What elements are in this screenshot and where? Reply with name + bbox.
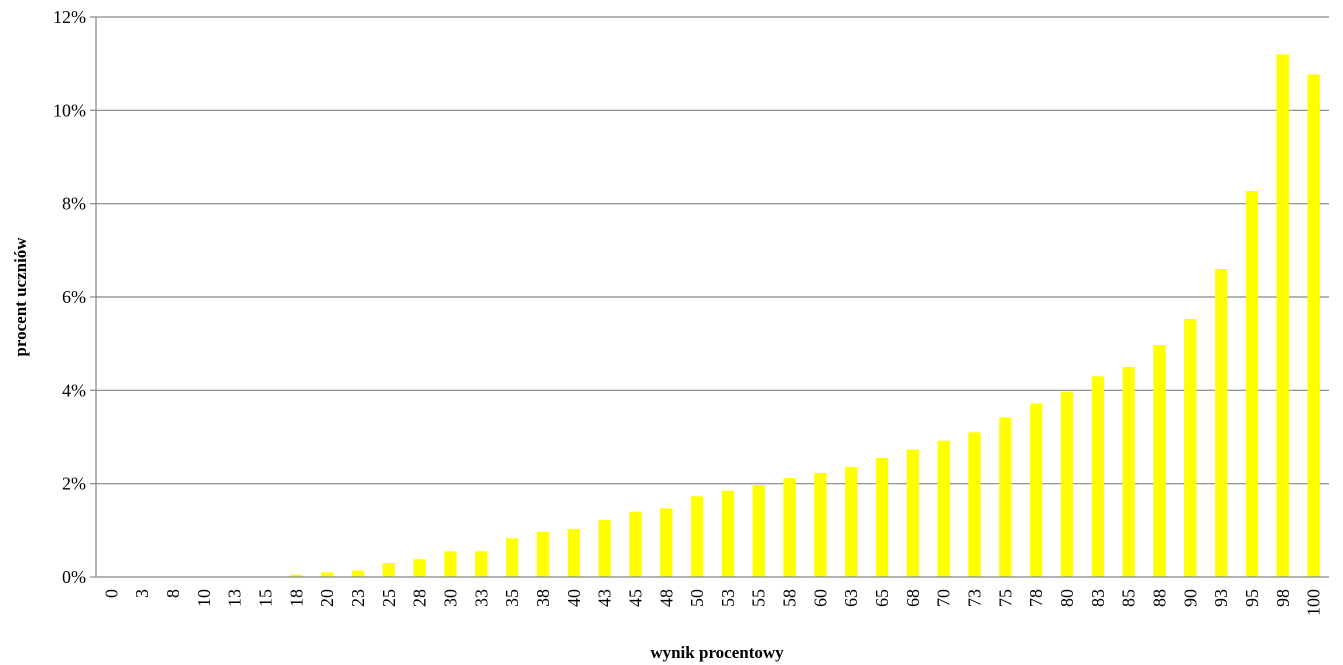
bars [290,54,1320,578]
bar [1214,269,1228,577]
bar [290,574,303,577]
x-tick-label: 25 [379,589,399,607]
x-tick-label: 100 [1304,589,1324,616]
y-tick-label: 12% [53,7,86,27]
bar [1122,367,1135,577]
x-tick-label: 38 [533,589,553,607]
bar [536,531,550,577]
y-tick-label: 8% [62,194,86,214]
x-tick-label: 33 [471,589,491,607]
x-tick-label: 63 [841,589,861,607]
bar [413,559,426,577]
bar [906,449,920,577]
bar [629,511,642,577]
bar [321,572,334,577]
bar [382,563,396,577]
bar [505,538,519,577]
bar [690,496,704,577]
x-tick-label: 13 [225,589,245,607]
x-tick-label: 70 [934,589,954,607]
y-tick-label: 4% [62,380,86,400]
bar [845,466,858,577]
x-tick-label: 58 [780,589,800,607]
bar [937,440,950,577]
x-tick-label: 78 [1026,589,1046,607]
bar [875,458,889,577]
x-tick-label: 95 [1242,589,1262,607]
y-tick-label: 10% [53,100,86,120]
x-tick-label: 80 [1057,589,1077,607]
x-axis-title: wynik procentowy [650,643,784,662]
x-tick-label: 83 [1088,589,1108,607]
x-tick-label: 30 [440,589,460,607]
x-tick-label: 0 [101,589,121,598]
x-tick-label: 18 [286,589,306,607]
bar [1245,191,1259,578]
x-tick-label: 8 [163,589,183,598]
x-tick-label: 35 [502,589,522,607]
axes [90,16,1329,578]
x-tick-label: 75 [995,589,1015,607]
bar [444,551,457,577]
bar [1276,54,1289,578]
x-tick-labels: 0 3 8 10 13 15 18 20 23 25 28 30 33 35 38 40 43 45 48 50 53 5… [101,589,1323,616]
x-tick-label: 73 [965,589,985,607]
bar [721,490,735,577]
x-tick-label: 90 [1180,589,1200,607]
gridlines [96,16,1329,485]
bar [752,485,765,577]
y-tick-label: 6% [62,287,86,307]
bar [814,472,827,577]
x-tick-label: 65 [872,589,892,607]
y-tick-label: 2% [62,474,86,494]
x-tick-label: 10 [194,589,214,607]
x-tick-label: 45 [625,589,645,607]
bar [567,528,580,577]
bar [475,551,488,577]
bar [1029,403,1043,577]
bar [351,570,365,577]
x-tick-label: 55 [749,589,769,607]
y-axis-title: procent uczniów [11,237,30,357]
y-tick-labels: 0% 2% 4% 6% 8% 10% 12% [53,7,86,587]
bar [783,478,796,577]
bar [1091,376,1104,577]
bar [660,508,673,577]
x-tick-label: 28 [410,589,430,607]
x-tick-label: 3 [132,589,152,598]
x-tick-label: 88 [1149,589,1169,607]
x-tick-label: 53 [718,589,738,607]
x-tick-label: 40 [564,589,584,607]
x-tick-label: 98 [1273,589,1293,607]
bar [1060,391,1074,577]
bar [1307,74,1320,578]
x-tick-label: 20 [317,589,337,607]
x-tick-label: 85 [1119,589,1139,607]
bar [1184,318,1197,577]
x-tick-label: 15 [256,589,276,607]
x-tick-label: 48 [656,589,676,607]
x-tick-label: 68 [903,589,923,607]
x-tick-label: 23 [348,589,368,607]
bar [968,432,981,577]
x-tick-label: 50 [687,589,707,607]
x-tick-label: 60 [810,589,830,607]
y-tick-label: 0% [62,567,86,587]
x-tick-label: 43 [595,589,615,607]
bar [1153,345,1166,577]
bar [999,417,1012,577]
x-tick-label: 93 [1211,589,1231,607]
bar [598,520,611,577]
